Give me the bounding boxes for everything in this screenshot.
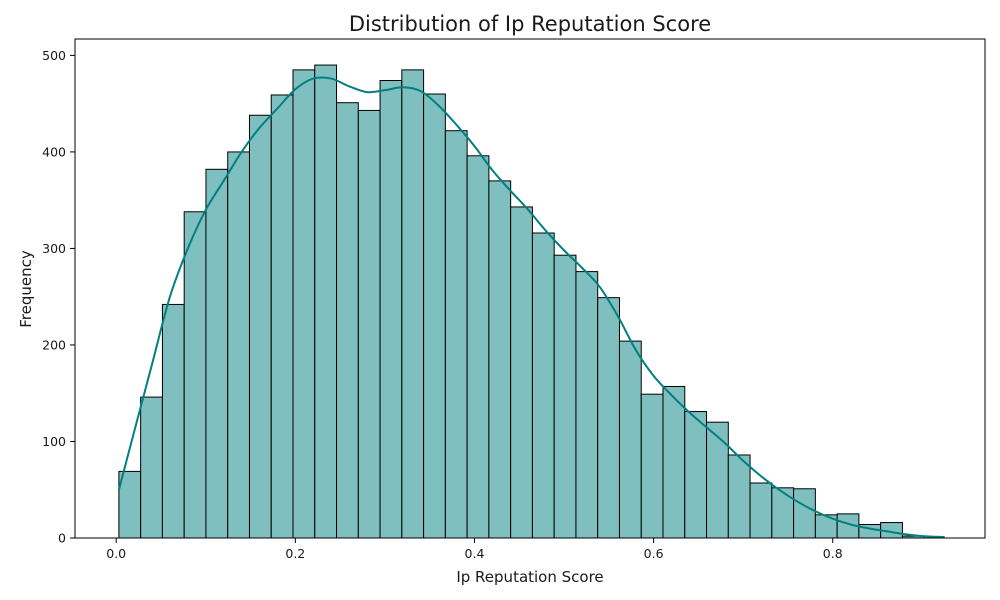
x-axis-label: Ip Reputation Score [456,568,603,586]
histogram-bar [379,80,403,539]
histogram-bar [292,69,316,539]
x-tick-label: 0.4 [465,546,485,561]
histogram-bar [205,168,229,539]
chart-title: Distribution of Ip Reputation Score [349,12,711,36]
y-axis-label: Frequency [17,250,35,328]
histogram-bar [618,340,642,539]
histogram-bar [227,151,250,539]
histogram-bar [401,69,425,539]
histogram-bar [423,93,446,539]
histogram-bar [510,206,533,539]
histogram-bar [314,64,338,539]
histogram-bar [531,232,555,539]
y-tick-label: 500 [42,48,66,63]
x-tick-label: 0.2 [285,546,305,561]
histogram-bar [488,180,512,539]
histogram-bar [749,482,773,539]
y-tick-label: 100 [42,434,66,449]
histogram-bar [662,385,686,539]
y-axis-ticks: 0 100 200 300 400 500 [42,48,75,546]
histogram-bar [466,155,490,539]
histogram-bar [727,454,751,539]
histogram-bar [706,421,729,539]
histogram-bar [183,211,207,539]
x-tick-label: 0.0 [106,546,126,561]
y-tick-label: 200 [42,337,66,352]
histogram-bar [444,130,468,539]
histogram-bar [597,297,620,539]
histogram-bar [575,271,599,539]
x-axis-ticks: 0.0 0.2 0.4 0.6 0.8 [106,538,843,561]
histogram-bar [248,114,272,539]
histogram-bar [270,94,294,539]
bars-group [118,64,925,539]
x-tick-label: 0.8 [823,546,843,561]
histogram-bar [140,396,163,539]
histogram-bar [336,102,359,539]
x-tick-label: 0.6 [644,546,664,561]
kde-curve [117,76,945,539]
histogram-bar [793,488,816,539]
y-tick-label: 300 [42,241,66,256]
histogram-bar [553,254,577,539]
histogram-bar [640,393,664,539]
plot-frame [74,38,986,539]
histogram-bar [161,303,185,539]
histogram-bar [118,470,142,539]
histogram-bar [357,109,381,539]
histogram-bar [771,487,795,539]
y-tick-label: 0 [58,531,66,546]
histogram-bar [684,411,708,539]
y-tick-label: 400 [42,144,66,159]
